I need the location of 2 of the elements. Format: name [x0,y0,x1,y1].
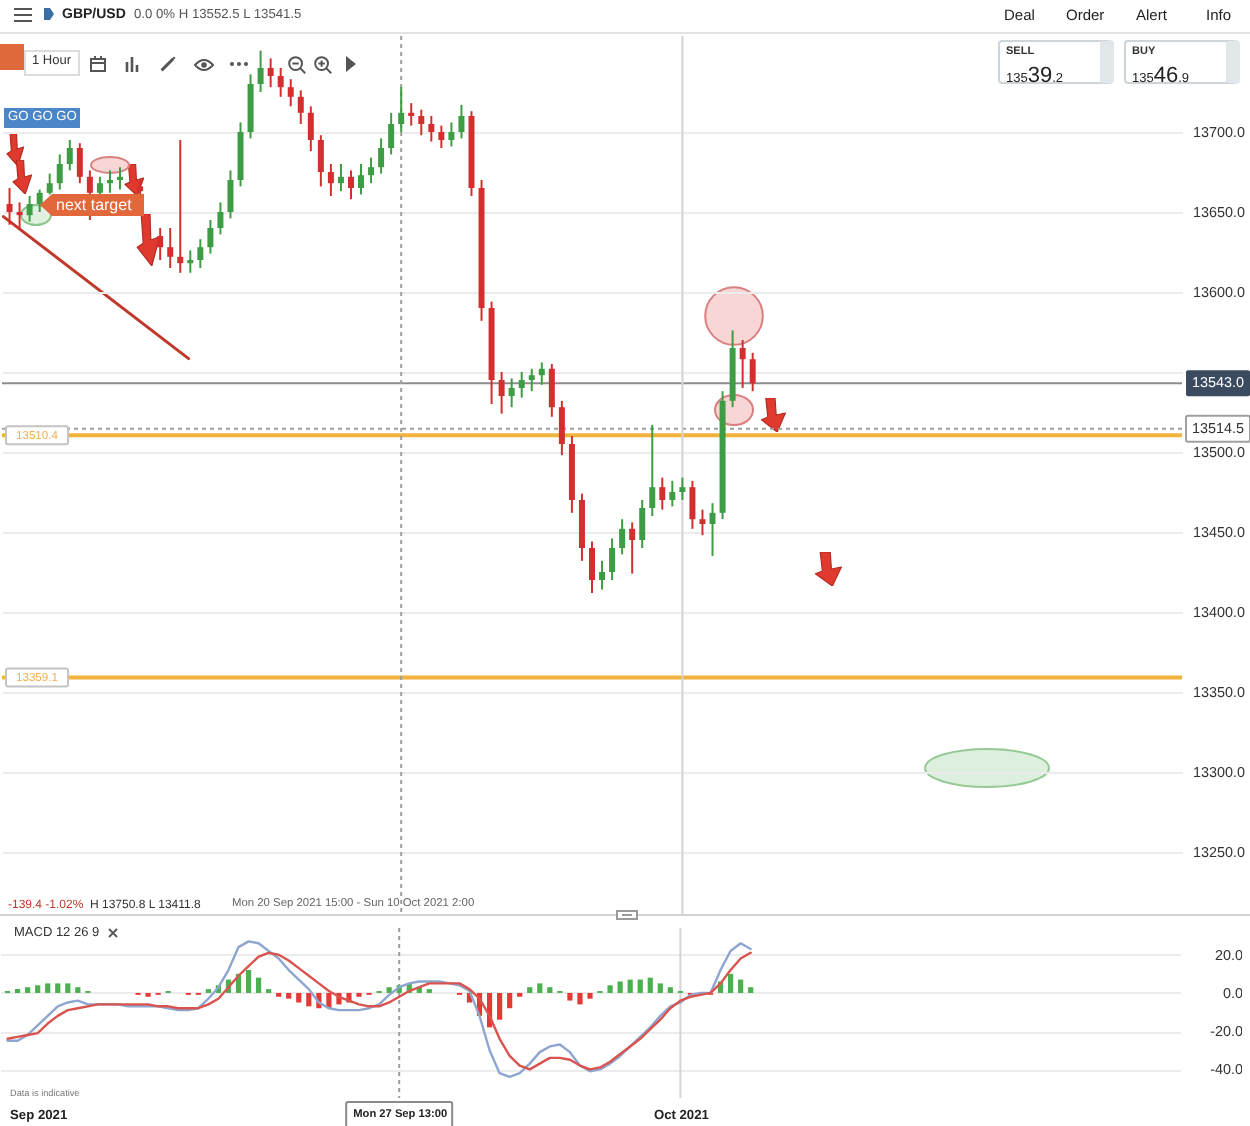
callout: next target [40,194,144,216]
annotation: next target [56,195,132,214]
